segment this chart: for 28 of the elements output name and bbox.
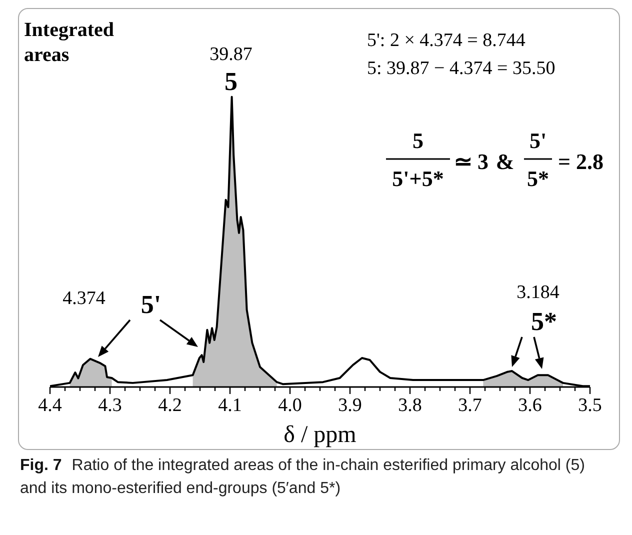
text: Integrated areas — [24, 19, 114, 66]
annotation: 3.184 — [516, 282, 560, 303]
caption: Fig. 7 — [20, 457, 62, 474]
annotation: 5' — [140, 290, 162, 319]
x-axis-title: δ / ppm — [284, 422, 357, 448]
x-tick-label: 3.9 — [338, 395, 362, 416]
text: 5 — [224, 67, 238, 96]
text: 5: 39.87 − 4.374 = 35.50 — [367, 58, 556, 79]
annotation: ≃ 3 — [454, 149, 488, 174]
text: 39.87 — [210, 44, 252, 65]
annotation: 5 — [412, 128, 424, 153]
x-tick-label: 3.8 — [398, 395, 422, 416]
text: 5': 2 × 4.374 = 8.744 — [367, 30, 526, 51]
annotation: 5'+5* — [392, 166, 444, 191]
x-tick-label: 4.0 — [278, 395, 302, 416]
x-tick-label: 4.2 — [158, 395, 182, 416]
x-tick-label: 4.4 — [38, 395, 62, 416]
annotation: = 2.8 — [558, 149, 604, 174]
x-tick-label: 3.5 — [578, 395, 602, 416]
annotation: 5' — [529, 128, 547, 153]
x-tick-label: 4.1 — [218, 395, 242, 416]
annotation: & — [496, 149, 514, 174]
annotation: 5* — [527, 166, 549, 191]
x-tick-label: 4.3 — [98, 395, 122, 416]
x-tick-label: 3.7 — [458, 395, 482, 416]
annotation: 5* — [531, 307, 557, 336]
x-tick-label: 3.6 — [518, 395, 542, 416]
annotation: 4.374 — [62, 288, 106, 309]
